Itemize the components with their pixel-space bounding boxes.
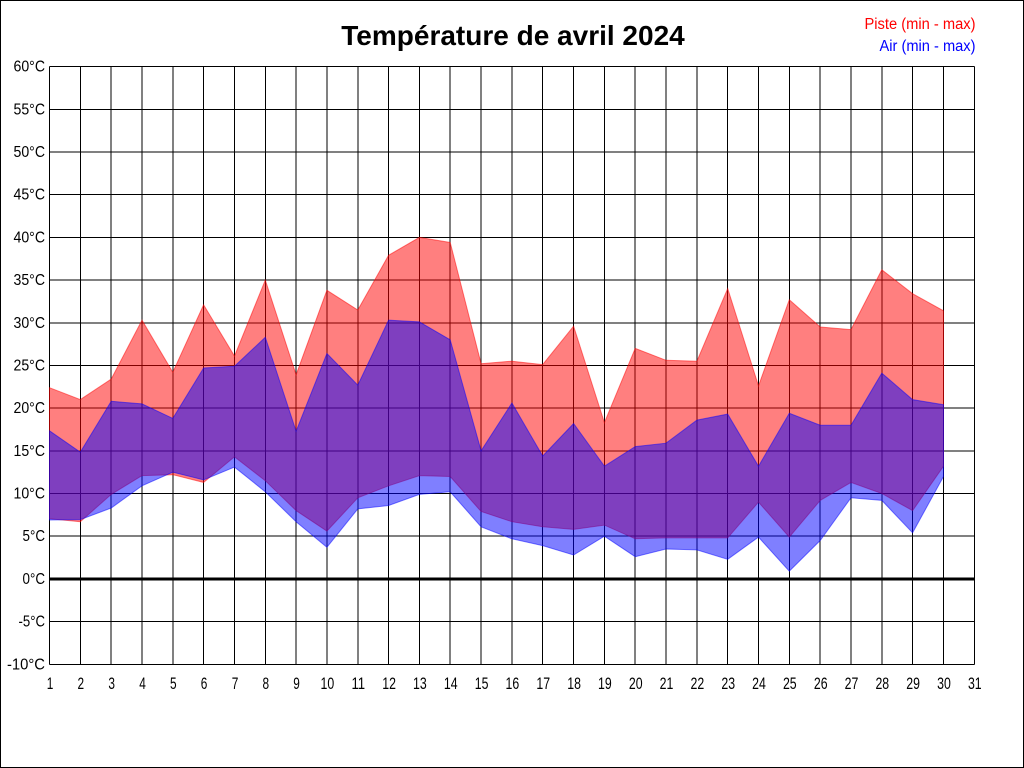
svg-text:6: 6 bbox=[201, 675, 208, 693]
svg-text:8: 8 bbox=[263, 675, 270, 693]
svg-text:1: 1 bbox=[47, 675, 54, 693]
svg-text:20°C: 20°C bbox=[14, 400, 46, 417]
svg-text:25: 25 bbox=[783, 675, 797, 693]
svg-text:50°C: 50°C bbox=[14, 144, 46, 161]
svg-text:35°C: 35°C bbox=[14, 272, 46, 289]
svg-text:19: 19 bbox=[598, 675, 612, 693]
svg-text:15: 15 bbox=[475, 675, 489, 693]
svg-text:0°C: 0°C bbox=[23, 571, 46, 588]
svg-text:25°C: 25°C bbox=[14, 358, 46, 375]
svg-text:29: 29 bbox=[906, 675, 920, 693]
svg-text:7: 7 bbox=[232, 675, 239, 693]
svg-text:4: 4 bbox=[139, 675, 146, 693]
svg-text:23: 23 bbox=[721, 675, 735, 693]
svg-text:2: 2 bbox=[78, 675, 85, 693]
svg-text:15°C: 15°C bbox=[14, 443, 46, 460]
svg-text:11: 11 bbox=[351, 675, 365, 693]
svg-text:3: 3 bbox=[108, 675, 115, 693]
svg-text:17: 17 bbox=[536, 675, 550, 693]
svg-text:27: 27 bbox=[845, 675, 859, 693]
svg-text:-10°C: -10°C bbox=[7, 656, 45, 673]
svg-text:20: 20 bbox=[629, 675, 643, 693]
svg-text:28: 28 bbox=[875, 675, 889, 693]
svg-text:55°C: 55°C bbox=[14, 101, 46, 118]
svg-text:16: 16 bbox=[506, 675, 520, 693]
svg-text:26: 26 bbox=[814, 675, 828, 693]
svg-text:60°C: 60°C bbox=[14, 59, 46, 76]
svg-text:5°C: 5°C bbox=[23, 528, 46, 545]
svg-text:Température de avril 2024: Température de avril 2024 bbox=[341, 20, 685, 51]
svg-text:22: 22 bbox=[691, 675, 705, 693]
svg-text:Piste (min - max): Piste (min - max) bbox=[865, 16, 976, 33]
svg-text:21: 21 bbox=[660, 675, 674, 693]
svg-text:10: 10 bbox=[321, 675, 335, 693]
svg-text:40°C: 40°C bbox=[14, 229, 46, 246]
svg-text:31: 31 bbox=[968, 675, 982, 693]
svg-text:12: 12 bbox=[382, 675, 396, 693]
svg-text:-5°C: -5°C bbox=[19, 614, 46, 631]
svg-text:18: 18 bbox=[567, 675, 581, 693]
svg-text:5: 5 bbox=[170, 675, 177, 693]
svg-text:30°C: 30°C bbox=[14, 315, 46, 332]
svg-text:13: 13 bbox=[413, 675, 427, 693]
svg-text:30: 30 bbox=[937, 675, 951, 693]
svg-text:14: 14 bbox=[444, 675, 458, 693]
svg-text:9: 9 bbox=[293, 675, 300, 693]
svg-text:10°C: 10°C bbox=[14, 486, 46, 503]
svg-text:Air (min - max): Air (min - max) bbox=[880, 38, 976, 55]
svg-text:24: 24 bbox=[752, 675, 766, 693]
svg-text:45°C: 45°C bbox=[14, 187, 46, 204]
